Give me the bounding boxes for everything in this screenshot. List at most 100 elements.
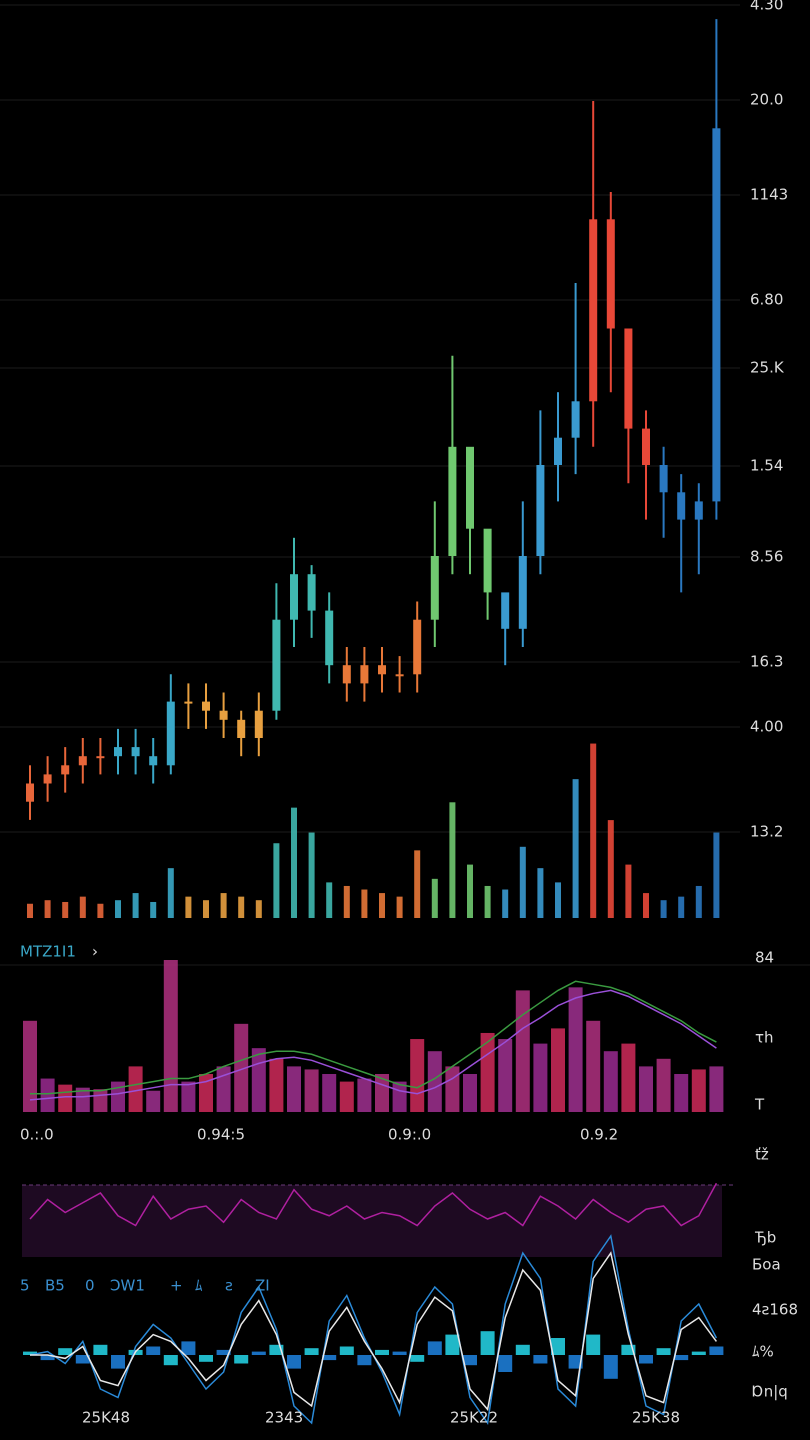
header-label: ƆW1: [110, 1277, 145, 1295]
y-axis-label: τh: [755, 1029, 774, 1047]
x-axis-label: 0.9.2: [580, 1126, 618, 1144]
macd-bar: [163, 1355, 178, 1366]
y-axis-label: 13.2: [750, 823, 783, 841]
indicator-bar: [656, 1058, 671, 1112]
macd-bar: [515, 1344, 530, 1355]
y-axis-label: Ђb: [754, 1229, 776, 1247]
candle-body: [202, 701, 210, 711]
indicator-bar: [498, 1039, 513, 1112]
candle-body: [237, 719, 246, 738]
volume-bar: [643, 893, 649, 918]
y-axis-label: ﾑ%: [752, 1343, 774, 1361]
y-axis-label: 4.30: [750, 0, 783, 14]
macd-bar: [674, 1355, 689, 1361]
candle-body: [114, 747, 122, 757]
indicator-bar: [23, 1020, 37, 1112]
volume-bar: [44, 900, 51, 918]
macd-bar: [93, 1344, 108, 1355]
macd-bar: [603, 1355, 618, 1379]
macd-bar: [533, 1355, 548, 1364]
volume-bar: [238, 896, 245, 918]
macd-bar: [23, 1351, 37, 1355]
candle-body: [61, 765, 70, 775]
volume-bar: [379, 893, 385, 918]
candle-body: [219, 710, 228, 720]
y-axis-label: 1143: [750, 186, 788, 204]
x-axis-label: 0.9:.0: [388, 1126, 431, 1144]
candle-body: [26, 783, 34, 802]
indicator-bar: [427, 1051, 442, 1112]
volume-bar: [537, 868, 544, 918]
indicator-bar: [621, 1043, 636, 1112]
candle-body: [131, 747, 140, 757]
macd-bar: [480, 1331, 495, 1355]
y-axis-label: Бoa: [752, 1256, 781, 1274]
candle-body: [413, 619, 422, 675]
indicator-bar: [445, 1066, 460, 1112]
volume-bar: [291, 807, 297, 918]
candle-body: [272, 619, 281, 711]
volume-bar: [203, 900, 209, 918]
indicator-bar: [287, 1066, 301, 1112]
volume-bar: [695, 885, 702, 918]
macd-line: [30, 1251, 718, 1412]
indicator-bar: [146, 1090, 161, 1112]
candle-body: [712, 128, 721, 502]
macd-bar: [40, 1355, 55, 1361]
volume-bar: [555, 882, 561, 918]
x-axis-label: 25K48: [82, 1409, 130, 1427]
candle-body: [606, 219, 615, 329]
macd-bar: [287, 1355, 301, 1369]
volume-bar: [625, 864, 632, 918]
y-axis-label: 16.3: [750, 653, 783, 671]
indicator-bar: [586, 1020, 601, 1112]
x-axis-label: 0.94:5: [197, 1126, 245, 1144]
volume-bar: [484, 885, 491, 918]
indicator-bar: [111, 1081, 125, 1112]
candle-body: [659, 465, 668, 493]
rsi-line: [29, 1182, 718, 1227]
y-axis-label: 1.54: [750, 457, 783, 475]
x-axis-label: 0.:.0: [20, 1126, 54, 1144]
macd-bar: [568, 1355, 583, 1369]
macd-bar: [410, 1355, 425, 1362]
indicator-bar: [251, 1048, 266, 1112]
indicator-bar: [322, 1074, 337, 1112]
y-axis-label: T: [754, 1096, 765, 1114]
candle-body: [518, 556, 527, 629]
volume-bar: [519, 846, 526, 918]
volume-bar: [185, 896, 192, 918]
volume-bar: [502, 889, 509, 918]
macd-bar: [621, 1344, 636, 1355]
candle-body: [430, 556, 439, 620]
macd-bar: [691, 1351, 706, 1355]
volume-bar: [62, 901, 69, 918]
indicator-bar: [163, 960, 178, 1112]
indicator-bar: [568, 987, 583, 1112]
candle-body: [466, 446, 474, 529]
indicator-bar: [304, 1069, 319, 1112]
volume-bar: [326, 882, 333, 918]
candle-body: [483, 528, 492, 593]
header-label: ZI: [255, 1277, 270, 1295]
macd-bar: [656, 1348, 671, 1355]
indicator-bar: [199, 1074, 213, 1112]
candle-body: [677, 492, 686, 520]
indicator-bar: [515, 990, 530, 1112]
volume-bar: [572, 779, 579, 918]
volume-bar: [150, 901, 157, 918]
x-axis-label: 2343: [265, 1409, 303, 1427]
volume-bar: [396, 896, 403, 918]
indicator-line: [30, 980, 717, 1095]
macd-bar: [392, 1351, 407, 1355]
volume-bar: [607, 820, 614, 918]
macd-bar: [498, 1355, 513, 1372]
header-label: ﾑ: [195, 1277, 203, 1295]
macd-bar: [216, 1349, 231, 1355]
volume-bar: [713, 832, 720, 918]
header-label: 0: [85, 1277, 95, 1295]
candle-body: [694, 501, 703, 520]
panel-label: MTZ1I1: [20, 943, 76, 961]
panel-arrow: ›: [92, 943, 98, 961]
macd-bar: [586, 1334, 601, 1355]
